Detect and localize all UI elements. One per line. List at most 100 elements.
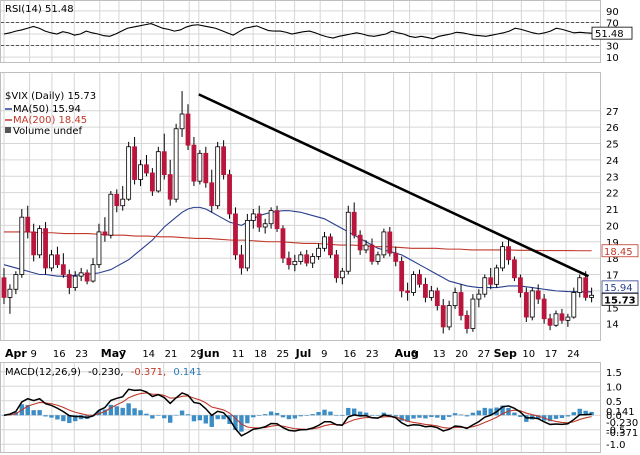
candle-down [239,254,244,269]
macd-last-value: 0.141 [606,407,635,418]
legend-ma200: MA(200) 18.45 [13,115,87,126]
x-tick-label: 6 [411,349,417,360]
x-tick-label: 14 [142,349,155,360]
candle-up [138,164,143,180]
candle-down [161,151,167,176]
candle-down [351,211,357,236]
price-last-value: 15.94 [604,283,633,294]
macd-histogram-bar [405,415,410,422]
macd-histogram-bar [268,411,274,416]
candle-down [417,274,422,285]
macd-histogram-bar [310,414,315,416]
candle-down [369,244,375,262]
macd-histogram-bar [340,415,345,416]
macd-histogram-bar [547,415,553,422]
price-last-value: 15.73 [604,295,636,306]
macd-histogram-bar [476,410,482,416]
macd-line [3,388,592,437]
candle-down [547,318,553,326]
macd-histogram-bar [435,415,440,418]
price-tick-label: 26 [606,123,619,134]
candle-up [37,228,43,256]
candle-down [488,277,494,285]
macd-histogram-bar [334,415,339,416]
macd-histogram-bar [328,411,333,416]
macd-tick-label: 0.5 [606,397,622,408]
candle-down [185,113,191,146]
candle-down [84,272,90,282]
macd-histogram-bar [500,405,505,416]
macd-histogram-bar [429,415,434,417]
candle-up [173,128,179,200]
macd-last-value: -0.371 [606,428,638,439]
candle-down [25,216,31,233]
x-tick-label: 16 [344,349,357,360]
candle-down [149,172,155,192]
candle-down [541,298,547,320]
candle-up [322,236,327,249]
x-tick-label: 25 [276,349,289,360]
candle-up [49,254,54,269]
candle-down [405,290,411,293]
x-tick-label: 16 [53,349,66,360]
x-tick-label: 11 [232,349,245,360]
price-last-value: 18.45 [604,247,633,258]
candle-down [167,174,173,200]
macd-histogram-bar [363,412,369,416]
candle-up [268,210,274,225]
candle-up [13,274,19,290]
price-tick-label: 15 [606,303,619,314]
macd-histogram-bar [43,415,48,417]
candle-down [328,236,333,256]
x-tick-label: 18 [254,349,267,360]
candle-up [452,292,458,307]
macd-histogram-bar [251,415,256,418]
candle-up [250,213,256,221]
macd-histogram-bar [589,411,594,416]
macd-histogram-bar [298,415,303,417]
macd-histogram-bar [96,410,102,416]
macd-histogram-bar [452,413,458,416]
macd-histogram-bar [150,415,155,419]
candle-down [357,234,363,251]
candle-up [553,313,559,326]
macd-histogram-bar [375,415,381,416]
macd-panel: 1.51.00.50.0-0.5-1.0 0.141-0.230-0.371 M… [0,362,638,453]
macd-histogram-bar [351,408,357,416]
macd-histogram-bar [322,409,327,416]
candle-up [310,256,316,264]
macd-histogram-bar [126,403,131,416]
candle-down [458,292,464,316]
macd-histogram-bar [120,407,125,416]
macd-histogram-bar [316,412,321,416]
candle-up [565,316,571,321]
macd-histogram-bar [280,415,286,418]
macd-histogram-bar [55,415,60,420]
candle-down [209,182,215,207]
candle-up [298,254,304,262]
candle-up [411,274,416,293]
macd-histogram-bar [132,408,137,416]
candle-up [529,290,535,318]
macd-histogram-bar [114,406,119,416]
macd-histogram-bar [197,415,203,421]
macd-histogram-bar [488,408,493,416]
price-tick-label: 23 [606,172,619,183]
x-tick-label: Jun [199,347,220,360]
macd-histogram-bar [245,415,250,424]
candle-up [589,294,595,298]
candle-down [280,228,286,259]
candle-up [345,211,351,272]
rsi-tick-label: 90 [606,7,619,18]
candle-up [470,298,476,329]
x-tick-label: 9 [31,349,37,360]
macd-tick-label: 0.0 [606,411,622,422]
candle-down [393,252,399,262]
candle-down [517,277,523,293]
candle-up [262,223,268,228]
x-tick-label: 10 [522,349,535,360]
price-tick-label: 20 [606,221,619,232]
macd-histogram-bar [25,404,30,416]
candle-up [577,277,583,293]
